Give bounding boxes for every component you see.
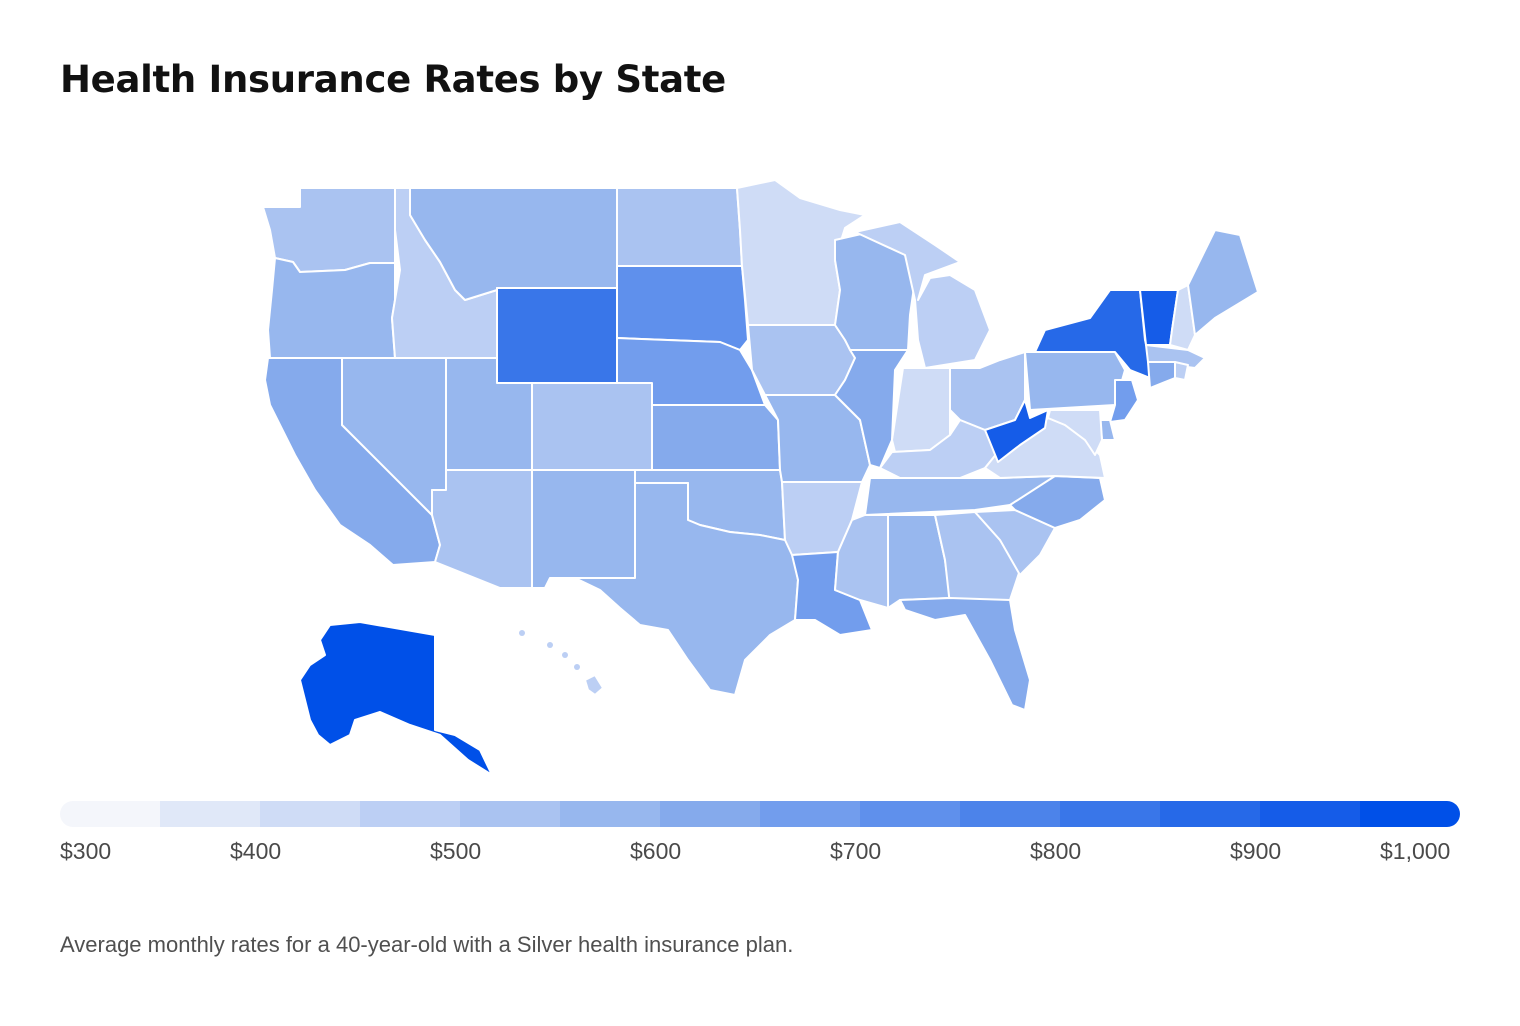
legend-swatch	[60, 801, 160, 827]
us-choropleth-map	[262, 179, 1259, 776]
legend-tick-label: $300	[60, 838, 112, 864]
legend-swatch	[360, 801, 460, 827]
map-title: Health Insurance Rates by State	[60, 58, 726, 101]
legend-swatch	[1060, 801, 1160, 827]
state-connecticut	[1147, 361, 1176, 389]
state-new-jersey	[1109, 379, 1139, 423]
state-arizona	[431, 469, 533, 589]
legend-tick-label: $400	[230, 838, 282, 864]
state-illinois	[834, 349, 909, 469]
legend-tick-label: $800	[1030, 838, 1082, 864]
state-hawaii	[584, 674, 604, 696]
legend-swatch	[1360, 801, 1460, 827]
state-colorado	[531, 382, 653, 471]
state-florida	[899, 597, 1031, 711]
legend-swatch	[160, 801, 260, 827]
state-wyoming	[496, 287, 618, 384]
legend-swatch	[960, 801, 1060, 827]
state-west-virginia	[984, 399, 1049, 463]
legend-swatch	[460, 801, 560, 827]
state-new-mexico	[531, 469, 636, 589]
state-rhode-island	[1174, 361, 1189, 381]
state-ohio	[949, 351, 1026, 431]
legend-swatch	[760, 801, 860, 827]
legend-swatch	[860, 801, 960, 827]
state-south-dakota	[616, 265, 749, 351]
state-maine	[1187, 229, 1259, 336]
state-mississippi	[834, 514, 889, 609]
legend-tick-label: $900	[1230, 838, 1282, 864]
state-kansas	[651, 404, 781, 471]
legend-swatch	[560, 801, 660, 827]
state-iowa	[747, 324, 856, 396]
hawaii-island	[574, 664, 580, 670]
legend-tick-label: $1,000	[1380, 838, 1451, 864]
hawaii-island	[547, 642, 553, 648]
state-michigan	[854, 221, 991, 369]
hawaii-island	[562, 652, 568, 658]
legend-tick-label: $500	[430, 838, 482, 864]
state-pennsylvania	[1024, 351, 1126, 411]
state-alaska	[299, 621, 493, 776]
hawaii-island	[519, 630, 525, 636]
legend-tick-label: $700	[830, 838, 882, 864]
state-north-dakota	[616, 187, 743, 267]
state-oregon	[267, 257, 396, 359]
legend-tick-labels: $300 $400 $500 $600 $700 $800 $900 $1,000	[0, 838, 1520, 868]
state-texas	[574, 482, 799, 696]
legend-swatch	[260, 801, 360, 827]
state-maryland	[1047, 409, 1103, 456]
legend-tick-label: $600	[630, 838, 682, 864]
legend-swatch	[1160, 801, 1260, 827]
legend-swatch	[1260, 801, 1360, 827]
state-indiana	[891, 367, 951, 453]
color-scale-legend	[60, 801, 1460, 827]
map-caption: Average monthly rates for a 40-year-old …	[60, 932, 794, 957]
legend-swatch	[660, 801, 760, 827]
